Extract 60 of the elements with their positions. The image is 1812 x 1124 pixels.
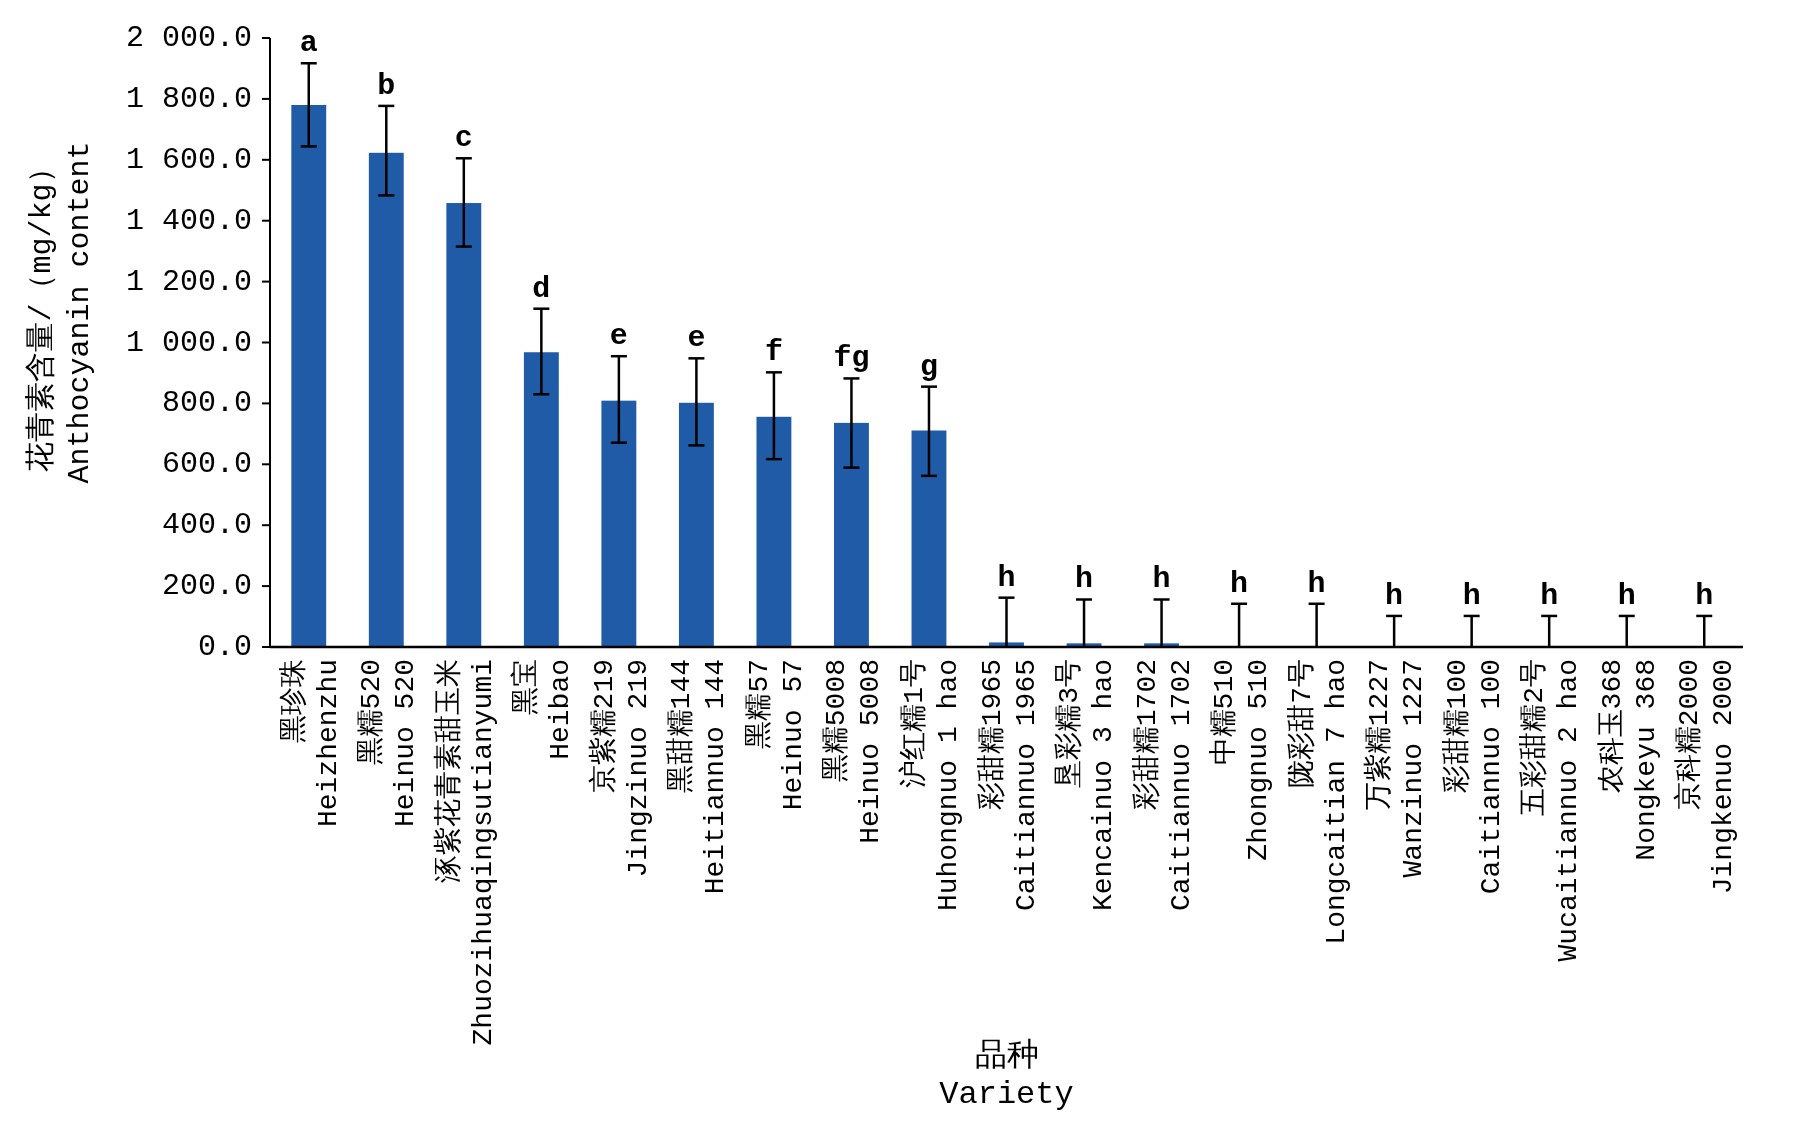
y-tick-label: 200.0 <box>161 569 252 604</box>
bar <box>756 416 792 647</box>
y-tick-label: 0.0 <box>197 630 252 664</box>
y-tick-label: 1 800.0 <box>125 81 252 116</box>
annotation: h <box>1075 562 1094 597</box>
annotation: f <box>764 335 783 370</box>
x-tick-label: 沪红糯1号 Huhongnuo 1 hao <box>897 659 964 912</box>
x-tick-label: 黑糯5008 Heinuo 5008 <box>821 659 887 844</box>
annotation: g <box>919 349 938 384</box>
annotation: c <box>454 121 473 156</box>
x-tick-label: 五彩甜糯2号 Wucaitiannuo 2 hao <box>1519 659 1585 962</box>
annotation: e <box>609 319 628 354</box>
annotation: a <box>299 26 318 61</box>
x-tick-label: 彩甜糯1702 Caitiannuo 1702 <box>1131 659 1197 912</box>
bar <box>601 400 637 647</box>
y-tick-label: 1 200.0 <box>125 264 252 299</box>
bar <box>678 402 714 647</box>
x-tick-label: 农科玉368 Nongkeyu 368 <box>1596 659 1662 861</box>
bar <box>911 430 947 647</box>
bar <box>291 104 327 647</box>
bar <box>368 152 404 647</box>
bar <box>446 203 482 647</box>
annotation: h <box>1385 578 1404 613</box>
annotation: b <box>377 68 396 103</box>
bar <box>523 352 559 647</box>
annotation: h <box>1307 566 1326 601</box>
annotation: h <box>1617 578 1636 613</box>
x-tick-label: 彩甜糯100 Caitiannuo 100 <box>1441 659 1507 895</box>
annotation: h <box>1540 578 1559 613</box>
x-tick-label: 陇彩甜7号 Longcaitian 7 hao <box>1286 659 1352 945</box>
x-tick-label: 京科糯2000 Jingkenuo 2000 <box>1673 659 1740 895</box>
annotation: fg <box>833 341 870 376</box>
x-axis-title: 品种 Variety <box>939 1038 1074 1113</box>
y-tick-label: 600.0 <box>161 447 252 482</box>
annotation: h <box>1152 562 1171 597</box>
y-axis-title: 花青素含量/（mg/kg） Anthocyanin content <box>25 141 97 484</box>
x-tick-label: 万紫糯1227 Wanzinuo 1227 <box>1363 659 1430 878</box>
y-tick-label: 1 400.0 <box>125 203 252 238</box>
x-tick-label: 黑糯520 Heinuo 520 <box>356 659 422 828</box>
annotation: h <box>1230 566 1249 601</box>
annotation: e <box>687 321 706 356</box>
annotation: d <box>532 271 551 306</box>
annotation: h <box>1462 578 1481 613</box>
x-tick-label: 黑甜糯144 Heitiannuo 144 <box>666 659 732 895</box>
y-tick-label: 800.0 <box>161 386 252 421</box>
bar <box>834 422 869 647</box>
x-tick-label: 涿紫花青素甜玉米 Zhuozihuaqingsutianyumi <box>432 659 499 1046</box>
annotation: h <box>1695 578 1714 613</box>
x-tick-label: 垦彩糯3号 Kencainuo 3 hao <box>1054 659 1120 912</box>
y-tick-label: 2 000.0 <box>125 21 252 55</box>
x-tick-label: 黑宝 Heibao <box>510 659 577 760</box>
x-tick-label: 中糯510 Zhongnuo 510 <box>1208 659 1275 861</box>
y-tick-label: 1 600.0 <box>125 142 252 177</box>
annotation: h <box>997 560 1016 595</box>
x-tick-label: 黑糯57 Heinuo 57 <box>743 659 809 811</box>
y-tick-label: 400.0 <box>161 508 252 543</box>
x-tick-label: 彩甜糯1965 Caitiannuo 1965 <box>976 659 1042 912</box>
x-tick-label: 京紫糯219 Jingzinuo 219 <box>587 659 654 878</box>
y-tick-label: 1 000.0 <box>125 325 252 360</box>
x-tick-label: 黑珍珠 Heizhenzhu <box>278 659 344 828</box>
